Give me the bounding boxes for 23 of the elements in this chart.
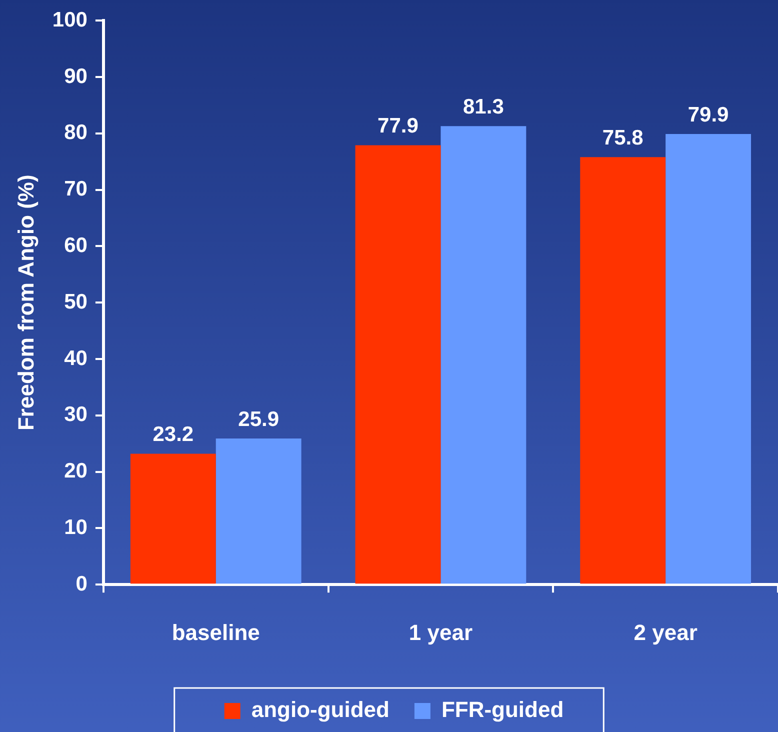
- legend-label: angio-guided: [251, 697, 390, 722]
- data-label: 23.2: [152, 423, 194, 446]
- y-tick-label: 50: [64, 290, 88, 314]
- data-label: 79.9: [688, 103, 729, 126]
- y-tick-label: 90: [64, 64, 88, 88]
- x-tick-label: 2 year: [634, 620, 698, 645]
- y-tick-label: 20: [64, 460, 88, 483]
- y-tick-label: 40: [64, 346, 88, 370]
- legend-label: FFR-guided: [441, 697, 564, 722]
- y-axis-title: Freedom from Angio (%): [13, 174, 38, 431]
- y-tick-label: 70: [64, 178, 88, 201]
- data-label: 77.9: [378, 114, 418, 138]
- data-label: 25.9: [238, 408, 280, 431]
- x-tick-label: baseline: [172, 620, 260, 645]
- y-tick-label: 10: [64, 516, 88, 539]
- y-tick-label: 0: [76, 572, 88, 596]
- y-tick-label: 100: [52, 8, 88, 32]
- x-tick-label: 1 year: [408, 620, 473, 645]
- y-tick-label: 30: [64, 403, 88, 426]
- data-label: 75.8: [602, 126, 644, 150]
- y-tick-label: 80: [64, 121, 88, 144]
- data-label: 81.3: [463, 95, 504, 118]
- y-tick-label: 60: [64, 234, 88, 257]
